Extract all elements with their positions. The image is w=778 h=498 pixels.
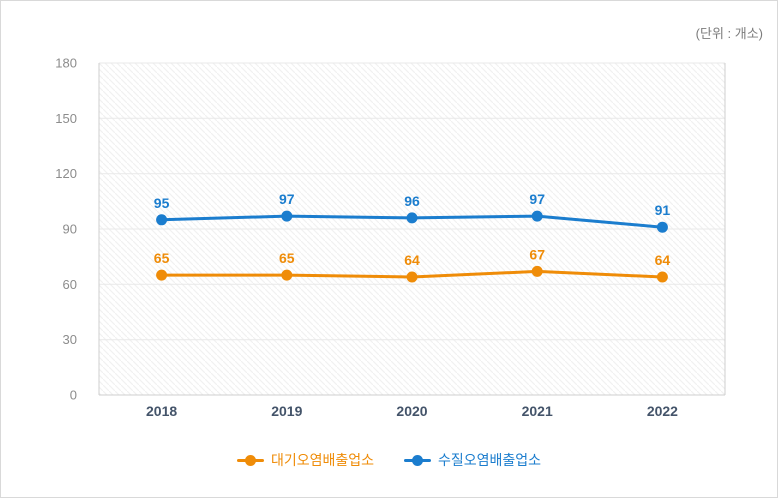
y-tick-label: 150 bbox=[55, 111, 77, 126]
value-label: 67 bbox=[529, 246, 545, 262]
data-point-marker bbox=[406, 212, 418, 224]
legend-item-air-pollution[interactable]: 대기오염배출업소 bbox=[236, 450, 374, 470]
value-label: 64 bbox=[404, 252, 420, 268]
y-tick-label: 60 bbox=[63, 277, 77, 292]
x-tick-label: 2021 bbox=[522, 403, 553, 419]
unit-label: (단위 : 개소) bbox=[695, 26, 763, 41]
data-point-marker bbox=[156, 269, 168, 281]
y-tick-label: 120 bbox=[55, 166, 77, 181]
value-label: 65 bbox=[154, 250, 170, 266]
legend-label: 수질오염배출업소 bbox=[438, 452, 542, 468]
data-point-marker bbox=[156, 214, 168, 226]
y-tick-label: 90 bbox=[63, 222, 77, 237]
y-tick-label: 0 bbox=[70, 388, 77, 403]
value-label: 97 bbox=[279, 191, 295, 207]
value-label: 64 bbox=[655, 252, 671, 268]
legend-item-water-pollution[interactable]: 수질오염배출업소 bbox=[404, 450, 541, 470]
legend-line-dot-icon bbox=[236, 454, 264, 466]
value-label: 91 bbox=[655, 202, 671, 218]
value-label: 95 bbox=[154, 195, 170, 211]
value-label: 97 bbox=[529, 191, 545, 207]
data-point-marker bbox=[531, 265, 543, 277]
x-tick-label: 2022 bbox=[647, 403, 678, 419]
x-tick-label: 2020 bbox=[396, 403, 427, 419]
data-point-marker bbox=[656, 271, 668, 283]
legend: 대기오염배출업소 수질오염배출업소 bbox=[1, 450, 777, 470]
x-tick-label: 2019 bbox=[271, 403, 302, 419]
y-tick-label: 180 bbox=[55, 56, 77, 71]
value-label: 65 bbox=[279, 250, 295, 266]
data-point-marker bbox=[281, 210, 293, 222]
legend-line-dot-icon bbox=[404, 454, 431, 466]
data-point-marker bbox=[656, 221, 668, 233]
x-tick-label: 2018 bbox=[146, 403, 177, 419]
line-chart: 0 30 60 90 120 150 180 2018 2019 2020 2021 2022 65 65… bbox=[55, 56, 726, 419]
data-point-marker bbox=[281, 269, 293, 281]
y-tick-label: 30 bbox=[63, 332, 77, 347]
value-label: 96 bbox=[404, 193, 420, 209]
data-point-marker bbox=[406, 271, 418, 283]
data-point-marker bbox=[531, 210, 543, 222]
legend-label: 대기오염배출업소 bbox=[270, 452, 374, 468]
